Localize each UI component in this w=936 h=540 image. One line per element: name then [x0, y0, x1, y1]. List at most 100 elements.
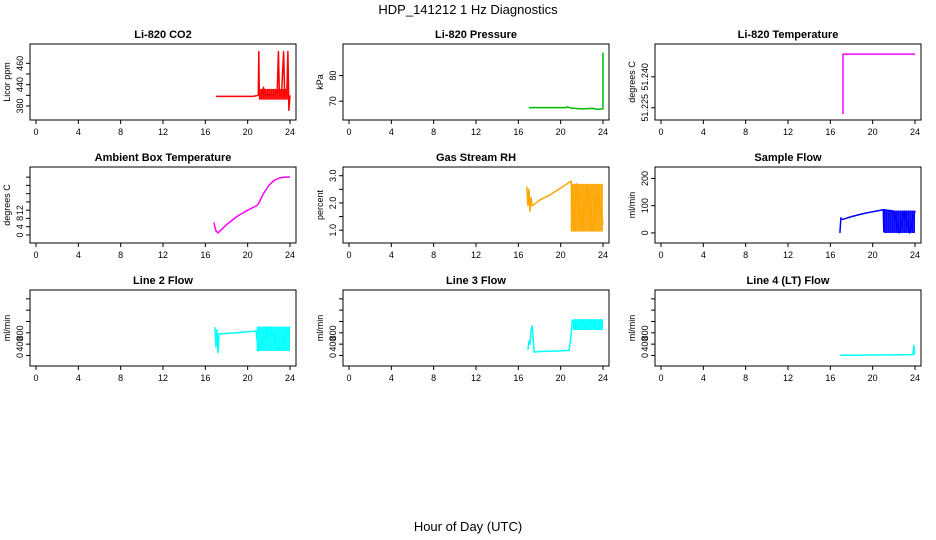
x-tick-label: 8 — [743, 373, 748, 383]
x-tick-label: 0 — [658, 127, 663, 137]
x-tick-label: 24 — [285, 250, 295, 260]
figure-title: HDP_141212 1 Hz Diagnostics — [378, 2, 558, 17]
y-tick-label: 2.0 — [328, 197, 338, 210]
panel-title: Ambient Box Temperature — [95, 152, 232, 164]
y-axis-label: ml/min — [627, 192, 637, 219]
y-tick-label: 3.0 — [328, 169, 338, 182]
x-tick-label: 0 — [346, 250, 351, 260]
y-axis-label: percent — [315, 189, 325, 220]
x-tick-label: 12 — [471, 250, 481, 260]
plot-frame — [654, 43, 922, 121]
y-tick-label: 800 — [15, 325, 25, 340]
x-tick-label: 8 — [431, 250, 436, 260]
x-tick-label: 4 — [701, 127, 706, 137]
x-tick-label: 20 — [243, 250, 253, 260]
x-tick-label: 24 — [910, 373, 920, 383]
x-tick-label: 24 — [910, 250, 920, 260]
x-tick-label: 12 — [783, 373, 793, 383]
y-tick-label: 200 — [640, 171, 650, 186]
x-tick-label: 8 — [118, 250, 123, 260]
y-tick-label: 80 — [328, 71, 338, 81]
data-line — [839, 344, 916, 356]
y-tick-label: 0 — [640, 230, 650, 235]
x-tick-label: 0 — [33, 127, 38, 137]
x-tick-label: 16 — [513, 127, 523, 137]
x-tick-label: 8 — [743, 250, 748, 260]
x-tick-label: 16 — [513, 373, 523, 383]
x-tick-label: 20 — [868, 373, 878, 383]
x-tick-label: 12 — [783, 250, 793, 260]
x-tick-label: 24 — [598, 373, 608, 383]
x-tick-label: 0 — [658, 250, 663, 260]
x-tick-label: 24 — [598, 250, 608, 260]
x-tick-label: 16 — [200, 250, 210, 260]
y-tick-label: 0 — [640, 353, 650, 358]
panel-title: Li-820 Pressure — [435, 29, 517, 41]
x-tick-label: 20 — [243, 373, 253, 383]
x-axis-title: Hour of Day (UTC) — [414, 519, 522, 534]
x-tick-label: 4 — [389, 250, 394, 260]
x-tick-label: 4 — [76, 373, 81, 383]
y-tick-label: 12 — [15, 205, 25, 215]
x-tick-label: 20 — [868, 127, 878, 137]
y-tick-label: 380 — [15, 98, 25, 113]
x-tick-label: 20 — [243, 127, 253, 137]
y-tick-label: 800 — [328, 325, 338, 340]
x-tick-label: 0 — [346, 127, 351, 137]
plot-frame — [342, 43, 610, 121]
data-line — [839, 209, 916, 234]
y-tick-label: 0 — [15, 232, 25, 237]
x-tick-label: 12 — [158, 127, 168, 137]
x-tick-label: 20 — [556, 127, 566, 137]
y-tick-label: 460 — [15, 56, 25, 71]
x-tick-label: 4 — [389, 127, 394, 137]
x-tick-label: 0 — [346, 373, 351, 383]
x-tick-label: 12 — [158, 250, 168, 260]
x-tick-label: 16 — [200, 127, 210, 137]
panel-title: Gas Stream RH — [436, 152, 516, 164]
y-tick-label: 8 — [15, 216, 25, 221]
y-axis-label: Licor ppm — [2, 62, 12, 102]
y-tick-label: 51.225 — [640, 94, 650, 122]
x-tick-label: 20 — [868, 250, 878, 260]
y-tick-label: 70 — [328, 96, 338, 106]
y-axis-label: ml/min — [627, 315, 637, 342]
x-tick-label: 8 — [431, 127, 436, 137]
x-tick-label: 16 — [513, 250, 523, 260]
y-tick-label: 400 — [640, 337, 650, 352]
x-tick-label: 4 — [76, 250, 81, 260]
y-axis-label: degrees C — [2, 184, 12, 226]
y-tick-label: 440 — [15, 77, 25, 92]
panel-3: Li-820 Temperature degrees C51.225 51.240 0… — [627, 29, 922, 137]
y-axis-label: ml/min — [315, 315, 325, 342]
x-tick-label: 24 — [285, 127, 295, 137]
data-line — [213, 176, 290, 234]
y-tick-label: 4 — [15, 224, 25, 229]
x-tick-label: 12 — [471, 127, 481, 137]
x-tick-label: 24 — [910, 127, 920, 137]
x-tick-label: 20 — [556, 250, 566, 260]
x-tick-label: 0 — [658, 373, 663, 383]
panel-title: Line 3 Flow — [446, 275, 506, 287]
y-axis-label: ml/min — [2, 315, 12, 342]
panel-title: Line 2 Flow — [133, 275, 193, 287]
data-line — [215, 50, 291, 112]
plot-frame — [342, 166, 610, 244]
panel-title: Sample Flow — [754, 152, 822, 164]
x-tick-label: 0 — [33, 250, 38, 260]
plot-frame — [342, 289, 610, 367]
plot-frame — [29, 43, 297, 121]
x-tick-label: 8 — [431, 373, 436, 383]
x-tick-label: 0 — [33, 373, 38, 383]
panel-title: Line 4 (LT) Flow — [747, 275, 830, 287]
data-line — [214, 326, 291, 354]
x-tick-label: 12 — [783, 127, 793, 137]
x-tick-label: 4 — [701, 250, 706, 260]
x-tick-label: 12 — [158, 373, 168, 383]
